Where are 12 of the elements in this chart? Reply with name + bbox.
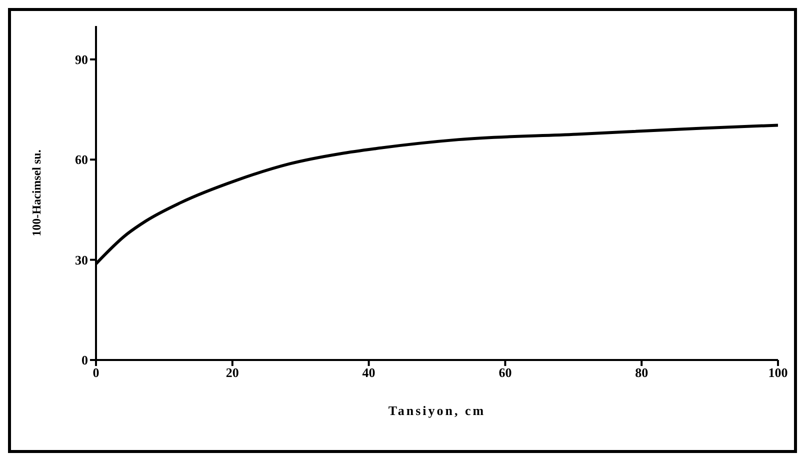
x-tick-label: 0 (92, 365, 100, 380)
x-axis-title: Tansiyon, cm (388, 403, 486, 418)
y-tick-label: 0 (82, 352, 88, 368)
y-axis-title: 100-Hacimsel su. (29, 150, 44, 236)
x-tick-label: 40 (362, 365, 376, 380)
y-tick-label: 60 (75, 152, 88, 168)
y-tick-label: 90 (75, 52, 88, 68)
y-tick-label: 30 (75, 252, 88, 268)
x-tick-label: 80 (635, 365, 648, 380)
x-tick-label: 20 (226, 365, 239, 380)
x-tick-label: 60 (498, 365, 512, 380)
x-tick-label: 100 (768, 365, 788, 380)
